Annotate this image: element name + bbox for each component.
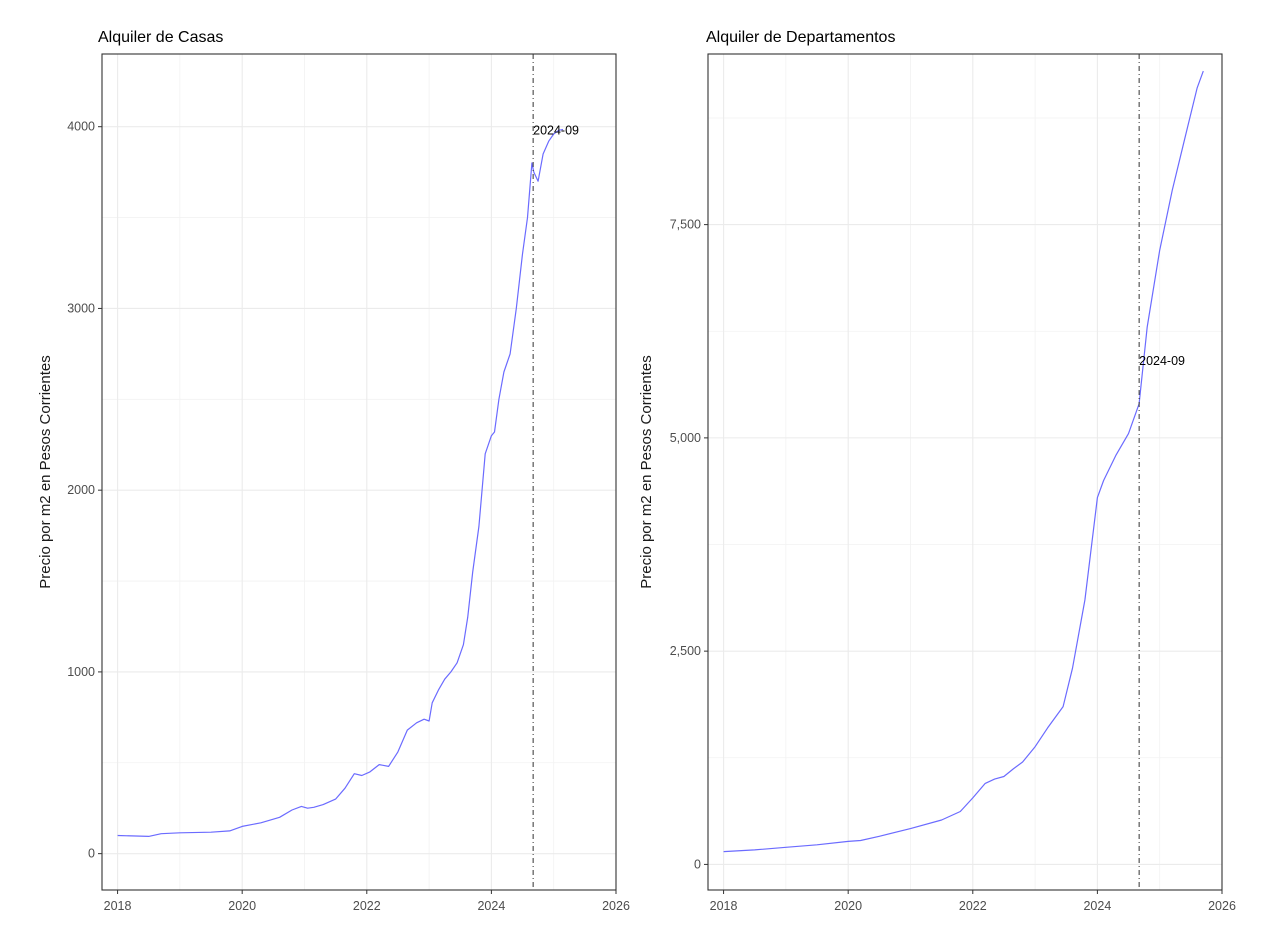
x-tick-label: 2018 xyxy=(710,899,738,913)
y-axis-label: Precio por m2 en Pesos Corrientes xyxy=(37,355,54,588)
x-tick-label: 2018 xyxy=(104,899,132,913)
x-tick-label: 2020 xyxy=(834,899,862,913)
y-tick-label: 0 xyxy=(694,857,701,871)
plot-background xyxy=(708,54,1222,890)
chart-title: Alquiler de Departamentos xyxy=(706,29,895,46)
series-line-1 xyxy=(117,128,564,838)
plot-area xyxy=(102,54,616,890)
chart-title: Alquiler de Casas xyxy=(98,29,223,46)
y-tick-label: 7,500 xyxy=(670,218,701,232)
x-tick-label: 2026 xyxy=(602,899,630,913)
x-tick-label: 2022 xyxy=(353,899,381,913)
x-tick-label: 2024 xyxy=(1083,899,1111,913)
x-tick-label: 2024 xyxy=(477,899,505,913)
y-tick-label: 2000 xyxy=(67,483,95,497)
plot-area xyxy=(708,54,1222,890)
plot-background xyxy=(102,54,616,890)
reference-vline-label: 2024-09 xyxy=(533,123,579,137)
x-tick-label: 2026 xyxy=(1208,899,1236,913)
reference-vline-label: 2024-09 xyxy=(1139,354,1185,368)
y-tick-label: 2,500 xyxy=(670,644,701,658)
y-tick-label: 5,000 xyxy=(670,431,701,445)
series-line-1 xyxy=(723,70,1204,853)
y-tick-label: 0 xyxy=(88,847,95,861)
x-tick-label: 2022 xyxy=(959,899,987,913)
y-axis-label: Precio por m2 en Pesos Corrientes xyxy=(638,355,655,588)
y-tick-label: 4000 xyxy=(67,120,95,134)
chart-panel-2: 2024-09 2018 2020 2022 2024 2026 0 2,500 5,000 7,… xyxy=(638,29,1236,913)
plot-border xyxy=(707,53,1223,891)
plot-border xyxy=(101,53,617,891)
x-tick-label: 2020 xyxy=(228,899,256,913)
y-tick-label: 3000 xyxy=(67,301,95,315)
y-tick-label: 1000 xyxy=(67,665,95,679)
chart-panel-1: 2024-09 2018 2020 2022 2024 2026 0 1000 2000 3000… xyxy=(37,29,630,913)
